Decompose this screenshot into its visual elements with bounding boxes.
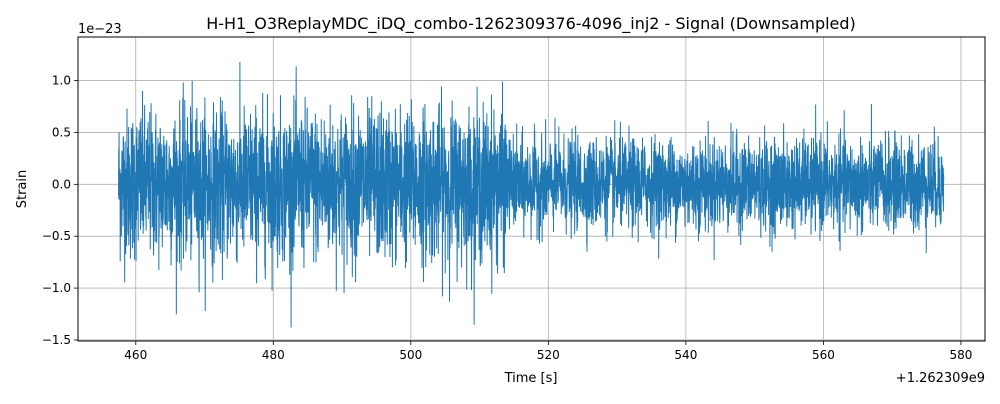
ticks: 460 480 500 520 540 560 580 −1.5 −1.0 −0.5 0.0 0.5 1… xyxy=(42,74,973,362)
series-group xyxy=(118,61,945,328)
axes-frame xyxy=(77,36,986,342)
y-tick-label: 0.0 xyxy=(52,177,71,191)
y-tick-label: 1.0 xyxy=(52,74,71,88)
strain-series-line xyxy=(118,61,945,328)
x-tick-label: 580 xyxy=(949,348,972,362)
x-tick-label: 460 xyxy=(124,348,147,362)
x-tick-label: 500 xyxy=(399,348,422,362)
x-tick-label: 560 xyxy=(812,348,835,362)
x-tick-label: 480 xyxy=(262,348,285,362)
y-tick-label: −1.0 xyxy=(42,281,71,295)
y-scale-label: 1e−23 xyxy=(78,22,122,37)
chart-title: H-H1_O3ReplayMDC_iDQ_combo-1262309376-40… xyxy=(206,14,856,34)
y-axis-label: Strain xyxy=(15,170,30,209)
y-tick-label: −0.5 xyxy=(42,229,71,243)
x-axis-label: Time [s] xyxy=(504,371,558,386)
x-tick-label: 540 xyxy=(674,348,697,362)
x-offset-label: +1.262309e9 xyxy=(896,371,985,386)
y-tick-label: −1.5 xyxy=(42,333,71,347)
y-tick-label: 0.5 xyxy=(52,125,71,139)
x-tick-label: 520 xyxy=(537,348,560,362)
